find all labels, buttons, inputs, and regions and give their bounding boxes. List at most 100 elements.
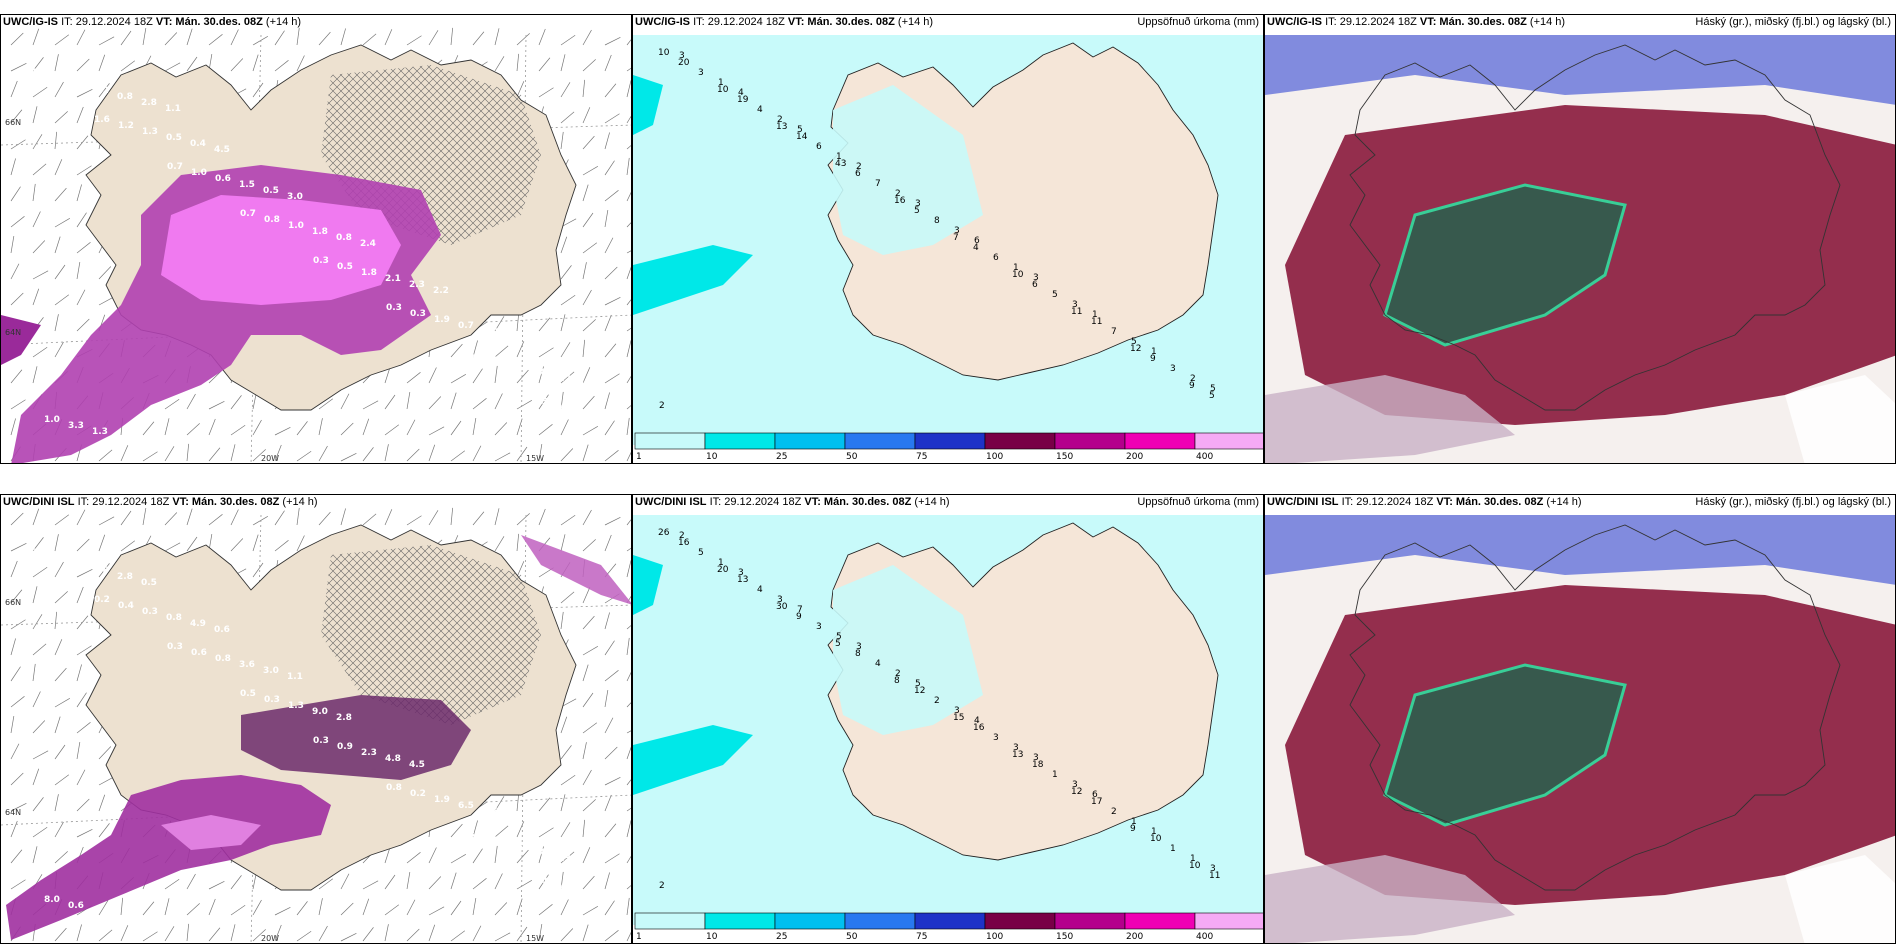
wind-barb [604, 517, 621, 526]
precip-value-label: 30 [776, 602, 788, 612]
wind-barb [10, 820, 18, 838]
precip-value-label: 2 [679, 531, 685, 541]
precip-value-label: 1.8 [531, 368, 547, 378]
wind-barb [626, 185, 631, 202]
wind-barb [10, 560, 18, 578]
precip-value-label: 20 [717, 565, 729, 575]
precip-value-label: 9.0 [312, 707, 328, 717]
precip-area [6, 775, 331, 940]
wind-barb [604, 160, 615, 176]
precip-value-label: 0.3 [167, 642, 183, 652]
precip-value-label: 2 [1190, 374, 1196, 384]
wind-barb [54, 774, 70, 786]
wind-barb [120, 925, 129, 942]
wind-barb [54, 159, 63, 176]
precip-value-label: 2.8 [336, 713, 352, 723]
precip-value-label: 0.3 [555, 854, 571, 864]
wind-barb [582, 664, 589, 682]
wind-barb [560, 899, 569, 916]
precip-value-label: 10 [1189, 861, 1201, 871]
wind-barb [362, 898, 370, 916]
precip-value-label: 6.8 [580, 889, 596, 899]
colorbar-swatch [704, 912, 776, 930]
colorbar-label: 25 [776, 452, 787, 462]
precip-value-label: 1 [1151, 827, 1157, 837]
precip-value-label: 0.3 [142, 607, 158, 617]
wind-barb [186, 508, 193, 526]
wind-barb [450, 823, 463, 838]
precip-value-label: 0.5 [337, 262, 353, 272]
mid-cloud-area [1265, 35, 1895, 105]
wind-barb [428, 876, 442, 890]
precip-value-label: 0.8 [386, 783, 402, 793]
wind-barb [626, 60, 631, 72]
snow-hatch-area [321, 545, 541, 725]
wind-barb [538, 394, 549, 410]
colorbar-swatch [1124, 432, 1196, 450]
wind-barb [560, 871, 564, 890]
wind-barb [76, 242, 91, 254]
wind-barb [32, 270, 49, 280]
wind-barb [10, 235, 15, 254]
wind-barb [230, 924, 236, 942]
wind-barb [76, 212, 87, 228]
wind-barb [626, 31, 631, 46]
wind-barb [428, 924, 436, 942]
wind-barb [76, 769, 86, 786]
wind-barb [472, 445, 482, 462]
axis-label: 66N [5, 598, 21, 607]
wind-barb [538, 87, 554, 98]
wind-barb [450, 343, 463, 358]
wind-barb [208, 514, 223, 526]
colorbar-swatch [984, 912, 1056, 930]
precip-value-label: 0.5 [240, 689, 256, 699]
panel-header: UWC/IG-IS IT: 29.12.2024 18Z VT: Mán. 30… [3, 16, 302, 28]
wind-barb [472, 897, 477, 916]
precip-value-label: 2 [1111, 807, 1117, 817]
wind-barb [76, 798, 90, 812]
wind-barb [626, 262, 631, 280]
wind-barb [604, 794, 612, 812]
wind-barb [604, 237, 614, 254]
wind-barb [626, 417, 630, 436]
wind-barb [76, 586, 84, 604]
axis-label: 64N [5, 328, 21, 337]
precip-value-label: 3 [777, 595, 783, 605]
wind-barb [494, 365, 498, 384]
wind-barb [604, 266, 618, 280]
precip-value-label: 8.8 [93, 566, 109, 576]
precip-value-label: 4.2 [555, 374, 571, 384]
precip-value-label: 2 [659, 881, 665, 891]
precip-area [633, 245, 753, 315]
precip-value-label: 1 [1013, 263, 1019, 273]
wind-barb [560, 591, 575, 604]
precip-value-label: 0.9 [337, 742, 353, 752]
wind-barb [32, 183, 36, 202]
wind-barb [604, 777, 621, 786]
wind-barb [582, 722, 598, 734]
wind-barb [560, 131, 564, 150]
precip-value-label: 1 [1190, 854, 1196, 864]
wind-barb [516, 898, 523, 916]
axis-label: 15W [526, 934, 544, 943]
panel-accumulated-precip-igis: UWC/IG-IS IT: 29.12.2024 18Z VT: Mán. 30… [632, 14, 1264, 464]
wind-barb [472, 340, 478, 358]
precip-value-label: 0.3 [264, 695, 280, 705]
wind-barb [120, 540, 136, 552]
panel-cloud-cover-igis: UWC/IG-IS IT: 29.12.2024 18Z VT: Mán. 30… [1264, 14, 1896, 464]
wind-barb [560, 928, 574, 942]
wind-barb [626, 340, 631, 358]
precip-value-label: 43 [835, 159, 846, 169]
precip-value-label: 0.6 [68, 901, 84, 911]
wind-barb [582, 509, 592, 526]
precip-value-label: 6 [1092, 790, 1098, 800]
axis-label: 66N [5, 118, 21, 127]
center-map-svg: 1 10 25 50 75 100 150 200 4002620305815131291016… [633, 515, 1263, 942]
wind-barb [10, 772, 24, 786]
wind-barb [120, 510, 132, 526]
wind-barb [538, 443, 543, 462]
precip-value-label: 3 [1013, 743, 1019, 753]
precip-value-label: 7.5 [482, 807, 498, 817]
panel-header: UWC/DINI ISL IT: 29.12.2024 18Z VT: Mán.… [635, 496, 950, 508]
wind-barb [230, 904, 246, 916]
